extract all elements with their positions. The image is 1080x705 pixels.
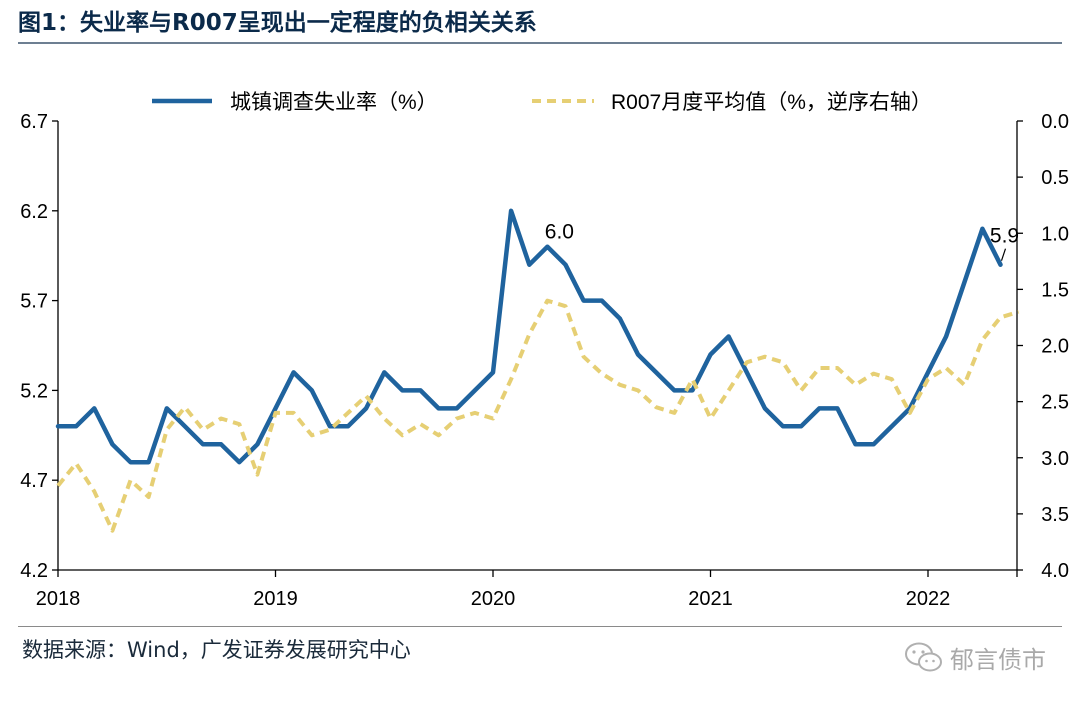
plot-area: 6.0 5.9 (55, 208, 1020, 533)
y-left-tick-label: 4.2 (20, 560, 48, 582)
y-left-tick-label: 4.7 (20, 470, 48, 492)
data-label: 6.0 (545, 221, 574, 244)
watermark: 郁言债市 (904, 640, 1046, 675)
x-tick-label: 2020 (471, 588, 516, 610)
x-tick-label: 2022 (906, 588, 951, 610)
y-right-tick-label: 2.0 (1041, 336, 1069, 358)
legend: 城镇调查失业率（%） R007月度平均值（%，逆序右轴） (152, 91, 932, 114)
y-right-tick-label: 4.0 (1041, 560, 1069, 582)
y-left-tick-label: 6.7 (20, 111, 48, 133)
chart-title: 图1：失业率与R007呈现出一定程度的负相关关系 (18, 10, 537, 36)
y-right-tick-label: 2.5 (1041, 392, 1069, 414)
legend-label-r007: R007月度平均值（%，逆序右轴） (611, 91, 932, 114)
footer-rule (18, 626, 1062, 627)
y-right-tick-label: 0.5 (1041, 167, 1069, 189)
y-left-tick-label: 5.2 (20, 380, 48, 402)
x-tick-label: 2021 (688, 588, 733, 610)
wechat-icon (905, 642, 942, 671)
chart: 城镇调查失业率（%） R007月度平均值（%，逆序右轴） 6.7 6.2 5.7 5.… (20, 91, 1069, 610)
x-tick-label: 2018 (36, 588, 81, 610)
series-line-r007 (56, 298, 1020, 533)
source-note: 数据来源：Wind，广发证券发展研究中心 (22, 638, 411, 662)
series-line-unemployment (55, 208, 1003, 465)
y-right-tick-label: 0.0 (1041, 111, 1069, 133)
y-right-tick-label: 1.5 (1041, 279, 1069, 301)
y-right-tick-label: 3.5 (1041, 504, 1069, 526)
legend-label-unemployment: 城镇调查失业率（%） (230, 91, 438, 114)
data-label: 5.9 (990, 225, 1019, 248)
y-left-tick-label: 5.7 (20, 291, 48, 313)
data-label-leader (1000, 248, 1007, 261)
watermark-text: 郁言债市 (950, 646, 1046, 674)
axes: 6.7 6.2 5.7 5.2 4.7 4.2 0.0 0.5 1.0 1.5 2.0 2.5 3.0 3… (20, 111, 1069, 610)
y-left-tick-label: 6.2 (20, 201, 48, 223)
y-right-tick-label: 1.0 (1041, 223, 1069, 245)
x-tick-label: 2019 (253, 588, 298, 610)
title-rule (18, 42, 1062, 44)
y-right-tick-label: 3.0 (1041, 448, 1069, 470)
